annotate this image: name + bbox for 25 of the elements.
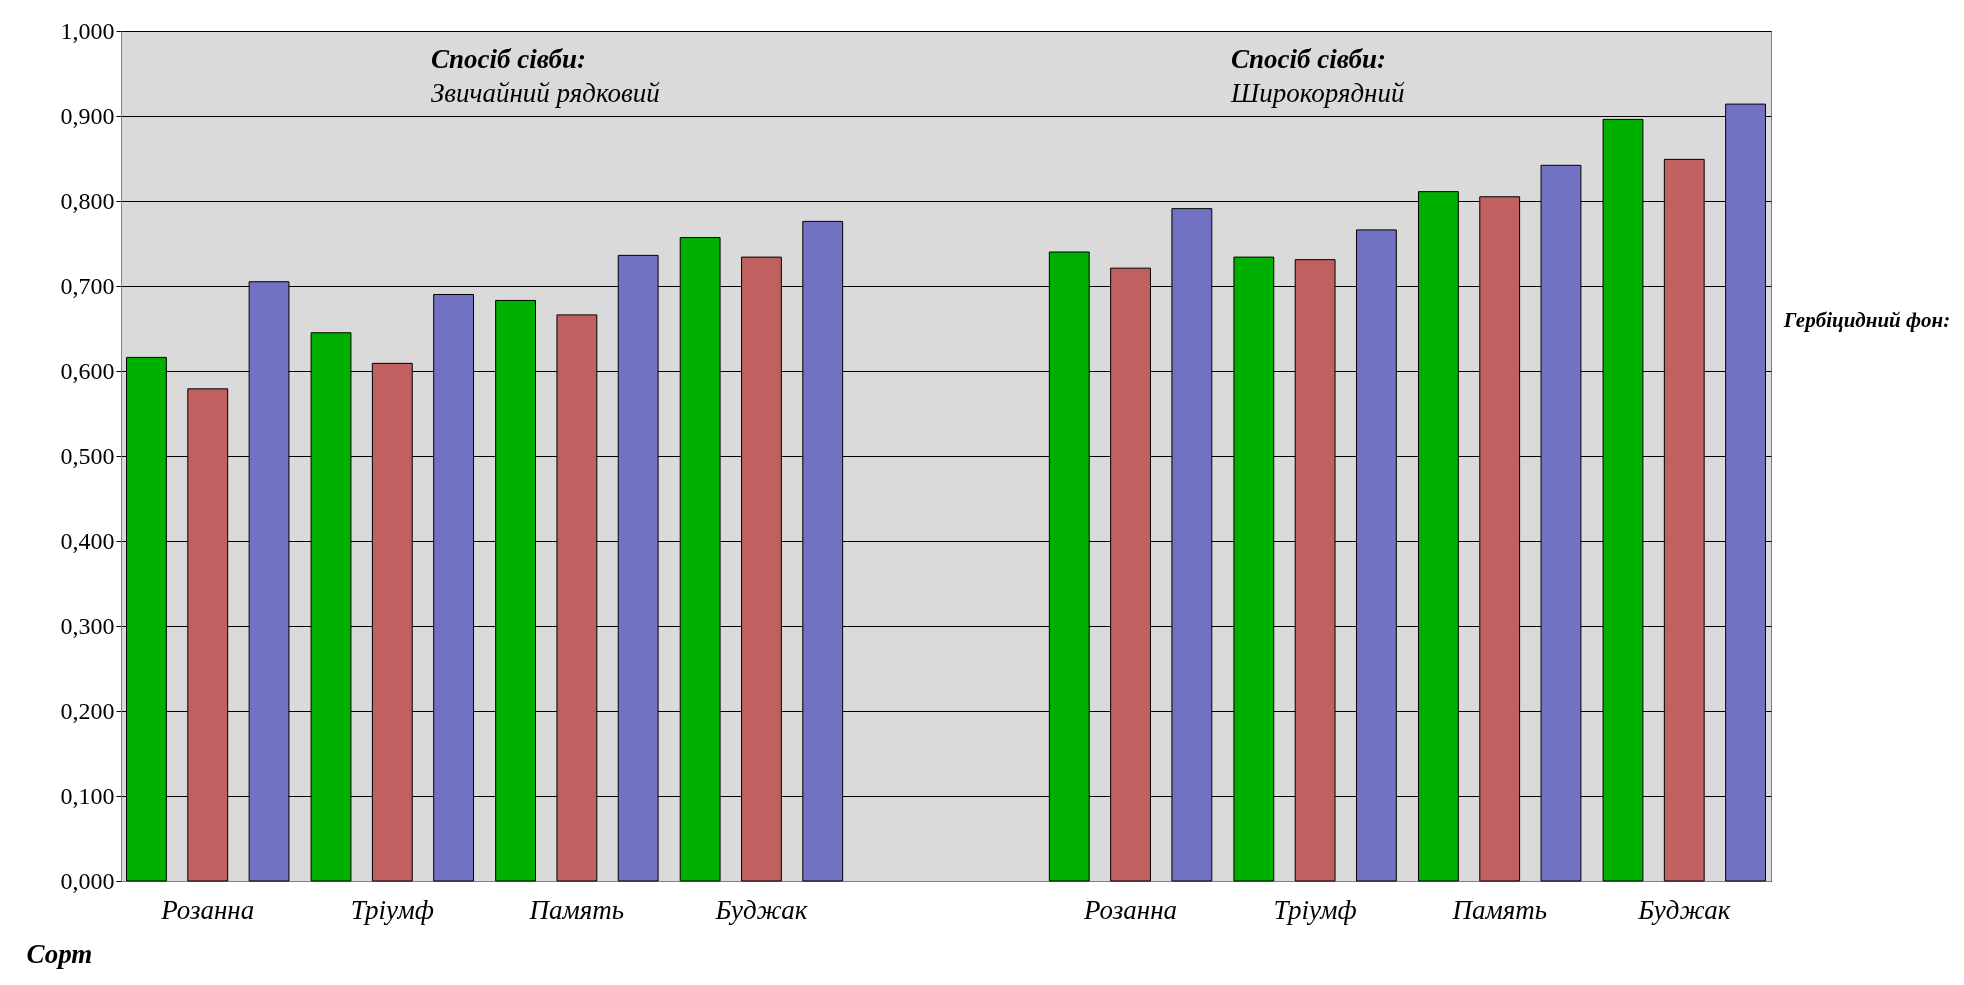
y-tick-label: 0,500 [60, 442, 115, 469]
x-tick-label: Буджак [1637, 894, 1731, 925]
x-tick-label: Розанна [160, 894, 255, 925]
y-tick-label: 1,000 [60, 17, 115, 44]
y-tick-label: 0,600 [60, 357, 115, 384]
x-tick-label: Память [528, 894, 625, 925]
y-tick-label: 0,400 [60, 527, 115, 554]
y-tick-label: 0,700 [60, 272, 115, 299]
x-tick-label: Розанна [1083, 894, 1178, 925]
x-tick-label: Память [1451, 894, 1547, 925]
annotation: Спосіб сівби: [1231, 44, 1386, 74]
x-tick-label: Тріумф [1273, 894, 1357, 925]
y-tick-label: 0,900 [60, 102, 115, 129]
x-tick-label: Буджак [714, 894, 808, 925]
annotation: Звичайний рядковий [431, 78, 661, 108]
y-tick-label: 0,000 [60, 867, 115, 894]
y-tick-label: 0,100 [60, 782, 115, 809]
annotation: Спосіб сівби: [431, 44, 586, 74]
y-tick-label: 0,800 [60, 187, 115, 214]
annotation: Широкорядний [1230, 78, 1406, 108]
x-tick-label: Тріумф [350, 894, 434, 925]
y-tick-label: 0,200 [60, 697, 115, 724]
y-tick-label: 0,300 [60, 612, 115, 639]
x-axis-title: Сорт [26, 938, 93, 969]
text: Гербіцидний фон: [1782, 308, 1951, 332]
